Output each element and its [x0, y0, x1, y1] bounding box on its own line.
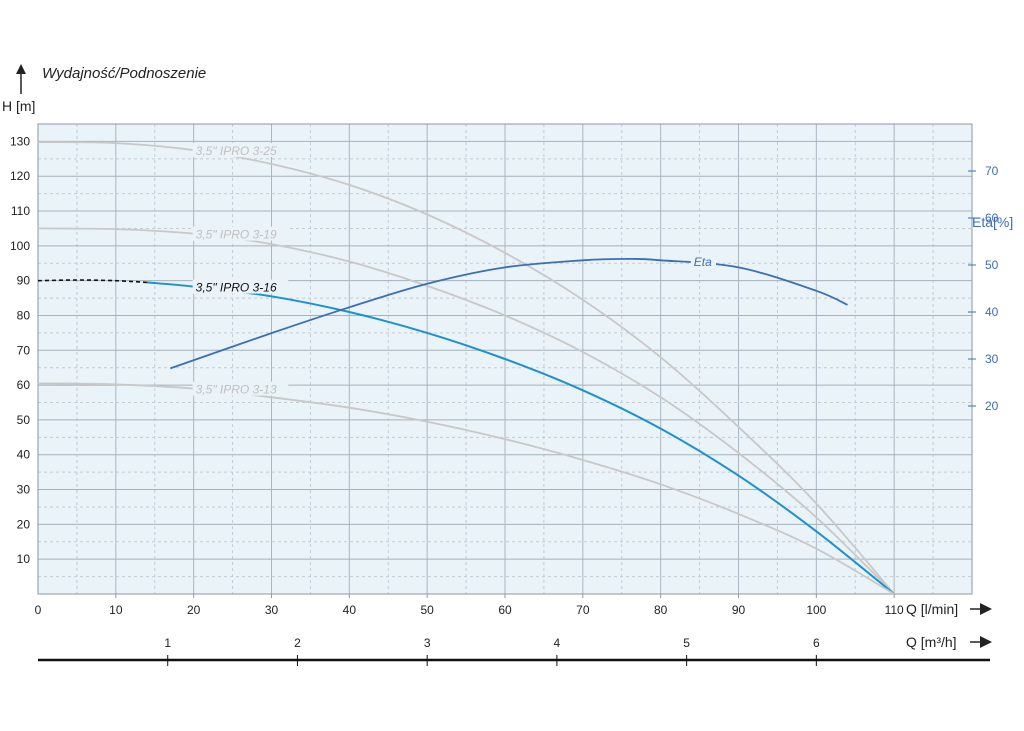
curve-labels: 3,5" IPRO 3-25 3,5" IPRO 3-19 3,5" IPRO 3-…: [192, 143, 716, 397]
x-axis-arrow-icon: [980, 603, 992, 615]
grid: [38, 124, 972, 594]
x-tick-labels: 0 10 20 30 40 50 60 70 80 90 100 110: [35, 594, 904, 617]
x-tick-label: 100: [806, 603, 826, 617]
x-tick-label: 10: [109, 603, 123, 617]
m3h-tick-label: 5: [683, 636, 690, 650]
y-tick-label: 100: [10, 239, 30, 253]
y-tick-label: 80: [17, 308, 31, 322]
y-tick-label: 110: [11, 204, 30, 218]
y-tick-label: 50: [17, 413, 31, 427]
eta-tick-label: 50: [985, 258, 999, 272]
y-tick-label: 60: [17, 378, 31, 392]
series-label-eta: Eta: [694, 255, 712, 269]
eta-axis-title: Eta[%]: [972, 214, 1013, 230]
y-tick-label: 40: [17, 448, 31, 462]
y-tick-labels: 10 20 30 40 50 60 70 80 90 100 110 120 130: [10, 134, 30, 566]
y-tick-label: 20: [17, 517, 31, 531]
series-line-eta: [170, 258, 848, 370]
eta-tick-label: 30: [985, 352, 999, 366]
x-tick-label: 110: [885, 603, 904, 617]
m3h-axis: 1 2 3 4 5 6: [38, 636, 990, 666]
x-tick-label: 20: [187, 603, 201, 617]
series-line-3-5-ipro-3-16: [146, 281, 895, 595]
eta-tick-labels: 20 30 40 50 60 70: [968, 164, 999, 413]
y-axis-arrow-icon: [16, 64, 26, 74]
m3h-tick-label: 3: [424, 636, 431, 650]
series-label-bg-3-5-ipro-3-13: [192, 381, 289, 396]
eta-tick-label: 20: [985, 399, 999, 413]
x2-axis-title: Q [m³/h]: [906, 634, 957, 650]
x-tick-label: 90: [732, 603, 746, 617]
x-tick-label: 0: [35, 603, 42, 617]
x-tick-label: 30: [265, 603, 279, 617]
m3h-tick-label: 2: [294, 636, 301, 650]
m3h-tick-label: 4: [554, 636, 561, 650]
y-tick-label: 30: [17, 483, 31, 497]
x-tick-label: 50: [420, 603, 434, 617]
eta-tick-label: 40: [985, 305, 999, 319]
series-label-bg-3-5-ipro-3-25: [192, 143, 289, 158]
series-label-3-5-ipro-3-25: 3,5" IPRO 3-25: [196, 144, 277, 158]
y-tick-label: 130: [10, 134, 30, 148]
m3h-tick-label: 6: [813, 636, 820, 650]
chart-title: Wydajność/Podnoszenie: [42, 65, 206, 82]
series-label-bg-eta: [690, 256, 716, 271]
series-label-3-5-ipro-3-13: 3,5" IPRO 3-13: [196, 383, 277, 397]
x-tick-label: 70: [576, 603, 590, 617]
series-line-3-5-ipro-3-16-dashed: [37, 279, 148, 284]
series-label-bg-3-5-ipro-3-16: [192, 279, 289, 294]
y-tick-label: 120: [10, 169, 30, 183]
m3h-tick-label: 1: [164, 636, 171, 650]
x-tick-label: 80: [654, 603, 668, 617]
x-tick-label: 40: [343, 603, 357, 617]
y-tick-label: 90: [17, 274, 31, 288]
y-tick-label: 70: [17, 343, 31, 357]
eta-tick-label: 60: [985, 211, 999, 225]
series-label-3-5-ipro-3-19: 3,5" IPRO 3-19: [196, 228, 277, 242]
x-axis-title: Q [l/min]: [906, 601, 958, 617]
series-label-3-5-ipro-3-16: 3,5" IPRO 3-16: [196, 281, 277, 295]
series-label-bg-3-5-ipro-3-19: [192, 226, 289, 241]
eta-tick-label: 70: [985, 164, 999, 178]
y-tick-label: 10: [17, 552, 31, 566]
curves: [37, 141, 895, 595]
series-line-3-5-ipro-3-13: [37, 382, 895, 595]
x2-axis-arrow-icon: [980, 636, 992, 648]
y-axis-title: H [m]: [2, 98, 35, 114]
x-tick-label: 60: [498, 603, 512, 617]
